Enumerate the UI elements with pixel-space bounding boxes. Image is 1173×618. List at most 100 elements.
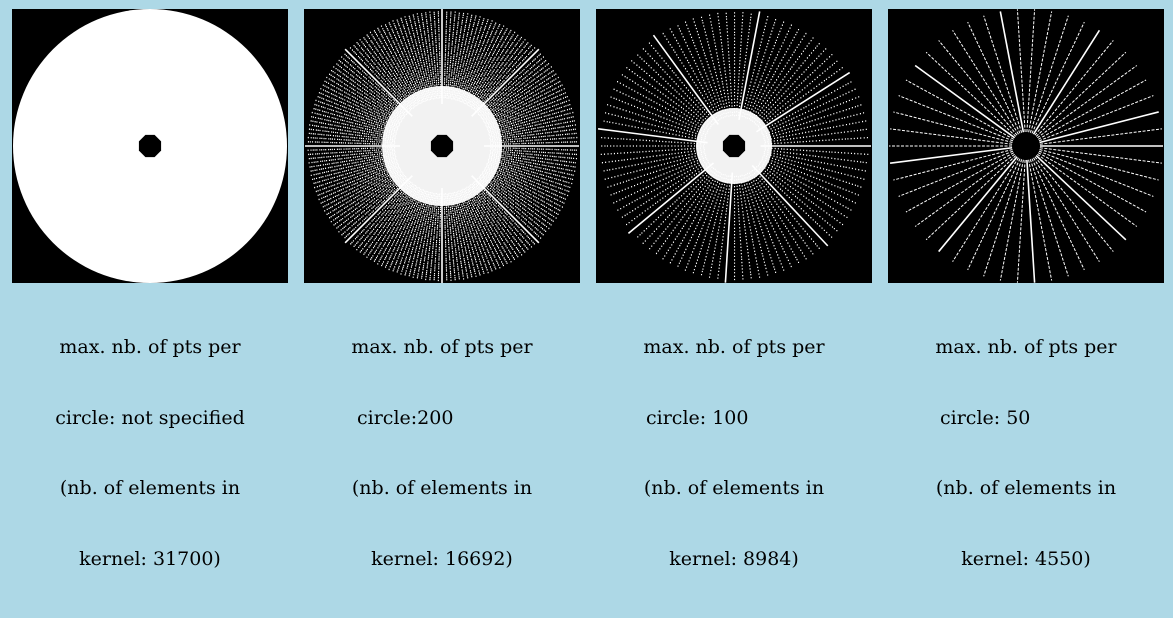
kernel-ray	[1038, 79, 1147, 140]
kernel-ray-dots	[761, 160, 852, 211]
kernel-ray-dots	[489, 128, 576, 141]
kernel-ray-dots	[336, 174, 405, 229]
kernel-ray-dots	[416, 13, 435, 100]
kernel-ray-dots	[626, 67, 711, 129]
kernel-ray-dots	[320, 166, 400, 204]
kernel-ray-dots	[408, 15, 432, 100]
kernel-ray-dots	[735, 12, 744, 116]
kernel-ray-dots	[315, 99, 398, 131]
kernel-ray-dots	[404, 192, 430, 276]
kernel-ray-dots	[763, 154, 862, 188]
kernel-rays	[305, 9, 579, 283]
kernel-ray	[751, 164, 829, 247]
kernel-ray-dots	[308, 132, 395, 143]
kernel-ray-dots	[758, 163, 844, 226]
kernel-ray	[1028, 11, 1053, 133]
kernel-ray-dots	[607, 104, 706, 138]
kernel-ray-dots	[717, 12, 732, 117]
kernel-ray-dots	[481, 173, 552, 226]
kernel-ray-dots	[756, 166, 833, 238]
kernel-ray-dots	[759, 161, 848, 218]
kernel-ray-dots	[381, 188, 421, 267]
kernel-ray-dots	[412, 14, 433, 100]
kernel-ray-dots	[601, 149, 705, 164]
kernel-ray	[1026, 159, 1036, 283]
caption-line-1: max. nb. of pts per	[643, 336, 825, 358]
kernel-ray-dots	[708, 175, 730, 278]
kernel-ray-dots	[314, 103, 397, 132]
kernel-ray-dots	[737, 176, 752, 279]
kernel-ray-dots	[762, 96, 860, 136]
kernel-ray-dots	[449, 12, 465, 99]
kernel-ray-dots	[313, 108, 397, 134]
kernel-ray-dots	[443, 193, 448, 281]
kernel-ray-dots	[459, 190, 493, 272]
kernel-ray-dots	[734, 12, 736, 117]
kernel-ray-dots	[763, 153, 865, 180]
kernel-ray-dots	[480, 63, 550, 117]
kernel-ray	[1032, 29, 1101, 135]
kernel-ray-dots	[313, 158, 397, 184]
kernel-ray-dots	[446, 11, 456, 99]
kernel-ray-dots	[756, 53, 833, 126]
kernel-ray-dots	[717, 175, 732, 279]
kernel-ray-dots	[433, 193, 441, 281]
kernel-ray-dots	[725, 12, 734, 116]
kernel-ray-dots	[472, 42, 529, 110]
kernel-ray-dots	[486, 164, 566, 200]
kernel-ray-dots	[748, 172, 800, 264]
kernel-ray-dots	[467, 31, 516, 107]
kernel-ray-dots	[485, 84, 563, 125]
kernel-ray-dots	[307, 146, 396, 151]
kernel-ray-dots	[613, 88, 708, 134]
kernel-ray-dots	[662, 171, 719, 260]
kernel-ray-dots	[370, 186, 418, 260]
kernel-ray-dots	[461, 22, 497, 103]
kernel-ray	[756, 71, 851, 133]
kernel-ray-dots	[470, 36, 522, 108]
kernel-ray-dots	[320, 88, 400, 127]
kernel-ray-dots	[479, 174, 550, 230]
kernel-ray	[1029, 159, 1069, 277]
kernel-ray	[893, 148, 1013, 181]
kernel-ray-dots	[485, 88, 565, 127]
kernel-ray	[983, 159, 1023, 277]
kernel-ray-dots	[400, 17, 429, 101]
kernel-ray-dots	[477, 53, 541, 114]
kernel-ray	[1026, 9, 1036, 133]
kernel-ray-dots	[421, 13, 436, 99]
kernel-ray-dots	[764, 147, 869, 156]
caption-line-3: (nb. of elements in	[935, 477, 1117, 499]
kernel-ray	[1038, 95, 1154, 142]
kernel-ray-dots	[662, 32, 719, 121]
kernel-ray-dots	[605, 112, 706, 140]
kernel-ray-dots	[475, 180, 535, 245]
kernel-ray-dots	[684, 173, 724, 271]
kernel-ray-dots	[735, 175, 744, 280]
kernel-ray	[1031, 21, 1085, 134]
caption-line-4: kernel: 4550)	[961, 547, 1091, 570]
kernel-ray-dots	[487, 95, 568, 129]
kernel-ray	[1039, 128, 1162, 145]
kernel-ray-dots	[677, 173, 722, 267]
kernel-ray-dots	[359, 183, 414, 253]
kernel-ray	[914, 64, 1016, 139]
kernel-ray-dots	[449, 192, 465, 280]
kernel-ray-dots	[388, 189, 425, 271]
kernel-ray-dots	[466, 186, 512, 263]
kernel-ray	[925, 51, 1017, 137]
kernel-ray-dots	[758, 67, 843, 129]
kernel-ray	[1034, 156, 1114, 252]
caption-line-1: max. nb. of pts per	[935, 336, 1117, 358]
kernel-ray-dots	[425, 192, 438, 281]
kernel-ray-dots	[350, 180, 410, 245]
kernel-ray-dots	[463, 25, 505, 104]
kernel-ray-dots	[369, 31, 418, 107]
kernel-ray	[967, 158, 1021, 271]
kernel-ray-dots	[385, 189, 423, 268]
kernel-ray-dots	[486, 92, 566, 128]
panel-50: max. nb. of pts per circle: 50 (nb. of e…	[888, 9, 1164, 618]
kernel-ray-dots	[408, 192, 432, 277]
kernel-ray-dots	[392, 20, 426, 103]
kernel-ray-dots	[484, 168, 561, 212]
